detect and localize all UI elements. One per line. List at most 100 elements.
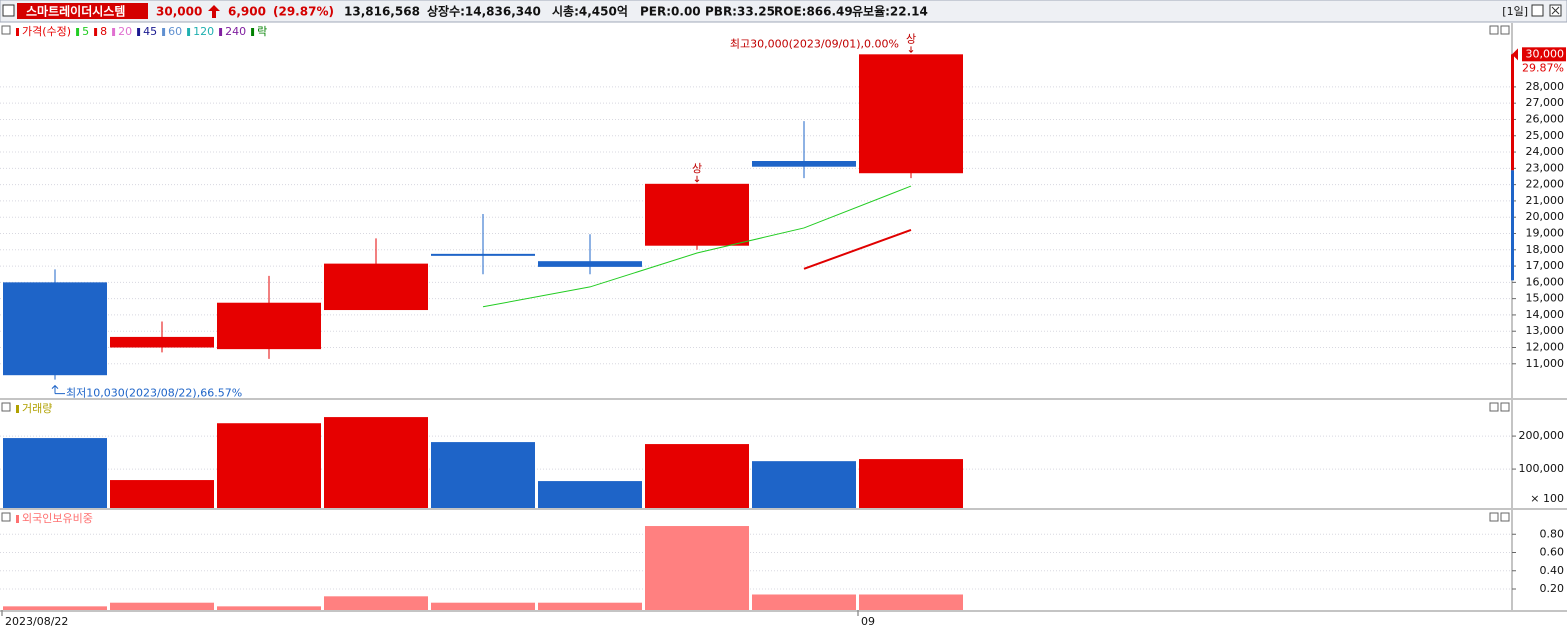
y-tick-label: 25,000	[1526, 129, 1565, 142]
legend-label: 20	[118, 25, 132, 38]
market-cap: 시총:4,450억	[552, 4, 628, 19]
legend-swatch	[187, 28, 191, 36]
y-tick-label: 28,000	[1526, 80, 1565, 93]
panel-icon	[1500, 512, 1510, 522]
bar	[645, 526, 749, 610]
legend-swatch	[251, 28, 255, 36]
panel-title: 외국인보유비중	[22, 512, 93, 525]
panel-icon	[1489, 402, 1499, 412]
bar	[110, 480, 214, 508]
bar	[538, 602, 642, 610]
panel-icon	[1489, 512, 1499, 522]
ma-line	[482, 185, 912, 308]
window-button[interactable]	[1531, 4, 1544, 17]
legend-label: 락	[257, 25, 267, 38]
change-pct: (29.87%)	[273, 5, 334, 19]
price: 30,000	[156, 5, 202, 19]
volume: 13,816,568	[344, 5, 420, 19]
y-tick-label: 17,000	[1526, 259, 1565, 272]
title-swatch	[16, 405, 19, 413]
y-tick-label: 0.20	[1540, 582, 1565, 595]
high-annotation: 최고30,000(2023/09/01),0.00%	[730, 37, 899, 50]
range-bar-down	[1511, 170, 1514, 281]
legend-label: 60	[168, 25, 182, 38]
bar	[431, 602, 535, 610]
bar	[645, 444, 749, 508]
change: 6,900	[228, 5, 266, 19]
range-bar-up	[1511, 54, 1514, 171]
y-tick-label: 200,000	[1519, 429, 1565, 442]
up-arrow	[208, 5, 220, 18]
candle-body	[217, 302, 321, 350]
legend-label: 240	[225, 25, 246, 38]
panel-icon	[1500, 25, 1510, 35]
x-tick-label: 09	[861, 615, 875, 628]
candle-body	[324, 263, 428, 311]
candle-body	[645, 183, 749, 246]
bar	[752, 594, 856, 610]
y-tick-label: 14,000	[1526, 308, 1565, 321]
legend-label: 120	[193, 25, 214, 38]
y-tick-label: 20,000	[1526, 210, 1565, 223]
bar	[752, 461, 856, 508]
panel-icon	[1, 25, 11, 35]
legend-swatch	[137, 28, 141, 36]
y-tick-label: 23,000	[1526, 161, 1565, 174]
panel-title: 거래량	[22, 402, 52, 415]
title-swatch	[16, 515, 19, 523]
y-tick-label: 0.60	[1540, 546, 1565, 559]
reserve: 유보율:22.14	[852, 5, 928, 19]
checkbox[interactable]	[2, 4, 15, 17]
bar	[3, 438, 107, 508]
limit-up-label: 상	[692, 162, 702, 175]
header-bar	[0, 0, 1567, 23]
listed: 상장수:14,836,340	[427, 4, 541, 19]
candle-body	[431, 253, 535, 256]
period[interactable]: [1일]	[1502, 4, 1528, 18]
bar	[431, 442, 535, 508]
panel-icon	[1, 512, 11, 522]
y-tick-label: 21,000	[1526, 194, 1565, 207]
legend-label: 45	[143, 25, 157, 38]
candle-body	[3, 282, 107, 376]
panel-icon	[1489, 25, 1499, 35]
limit-up-arrow	[694, 175, 700, 183]
pbr: PBR:33.25	[705, 5, 775, 19]
last-price-label: 30,000	[1526, 47, 1565, 60]
y-tick-label: 100,000	[1519, 462, 1565, 475]
bar	[324, 596, 428, 610]
legend-label: 8	[100, 25, 107, 38]
y-tick-label: 11,000	[1526, 357, 1565, 370]
x-tick-label: 2023/08/22	[5, 615, 68, 628]
legend-swatch	[162, 28, 166, 36]
last-price-box	[1522, 47, 1566, 62]
last-price-pointer	[1512, 48, 1518, 61]
name-box	[17, 3, 148, 19]
y-tick-label: 0.80	[1540, 527, 1565, 540]
last-change-label: 29.87%	[1522, 61, 1564, 74]
stock-name: 스마트레이더시스템	[26, 4, 125, 19]
y-tick-label: 19,000	[1526, 226, 1565, 239]
legend-label: 5	[82, 25, 89, 38]
legend-label: 가격(수정)	[22, 25, 71, 38]
legend-swatch	[16, 28, 19, 36]
limit-up-label: 상	[906, 32, 916, 45]
close-icon	[1551, 6, 1560, 15]
bar	[110, 602, 214, 610]
y-tick-label: 13,000	[1526, 324, 1565, 337]
y-tick-label: 26,000	[1526, 112, 1565, 125]
limit-up-arrow	[908, 46, 914, 54]
legend-swatch	[219, 28, 223, 36]
legend-swatch	[76, 28, 80, 36]
panel-icon	[1, 402, 11, 412]
y-tick-label: 15,000	[1526, 292, 1565, 305]
ma-line	[803, 228, 912, 270]
bar	[217, 423, 321, 508]
bar	[859, 459, 963, 508]
low-arrow	[51, 384, 65, 395]
bar	[3, 606, 107, 610]
low-annotation: 최저10,030(2023/08/22),66.57%	[66, 387, 242, 400]
bar	[859, 594, 963, 610]
y-tick-label: 27,000	[1526, 96, 1565, 109]
